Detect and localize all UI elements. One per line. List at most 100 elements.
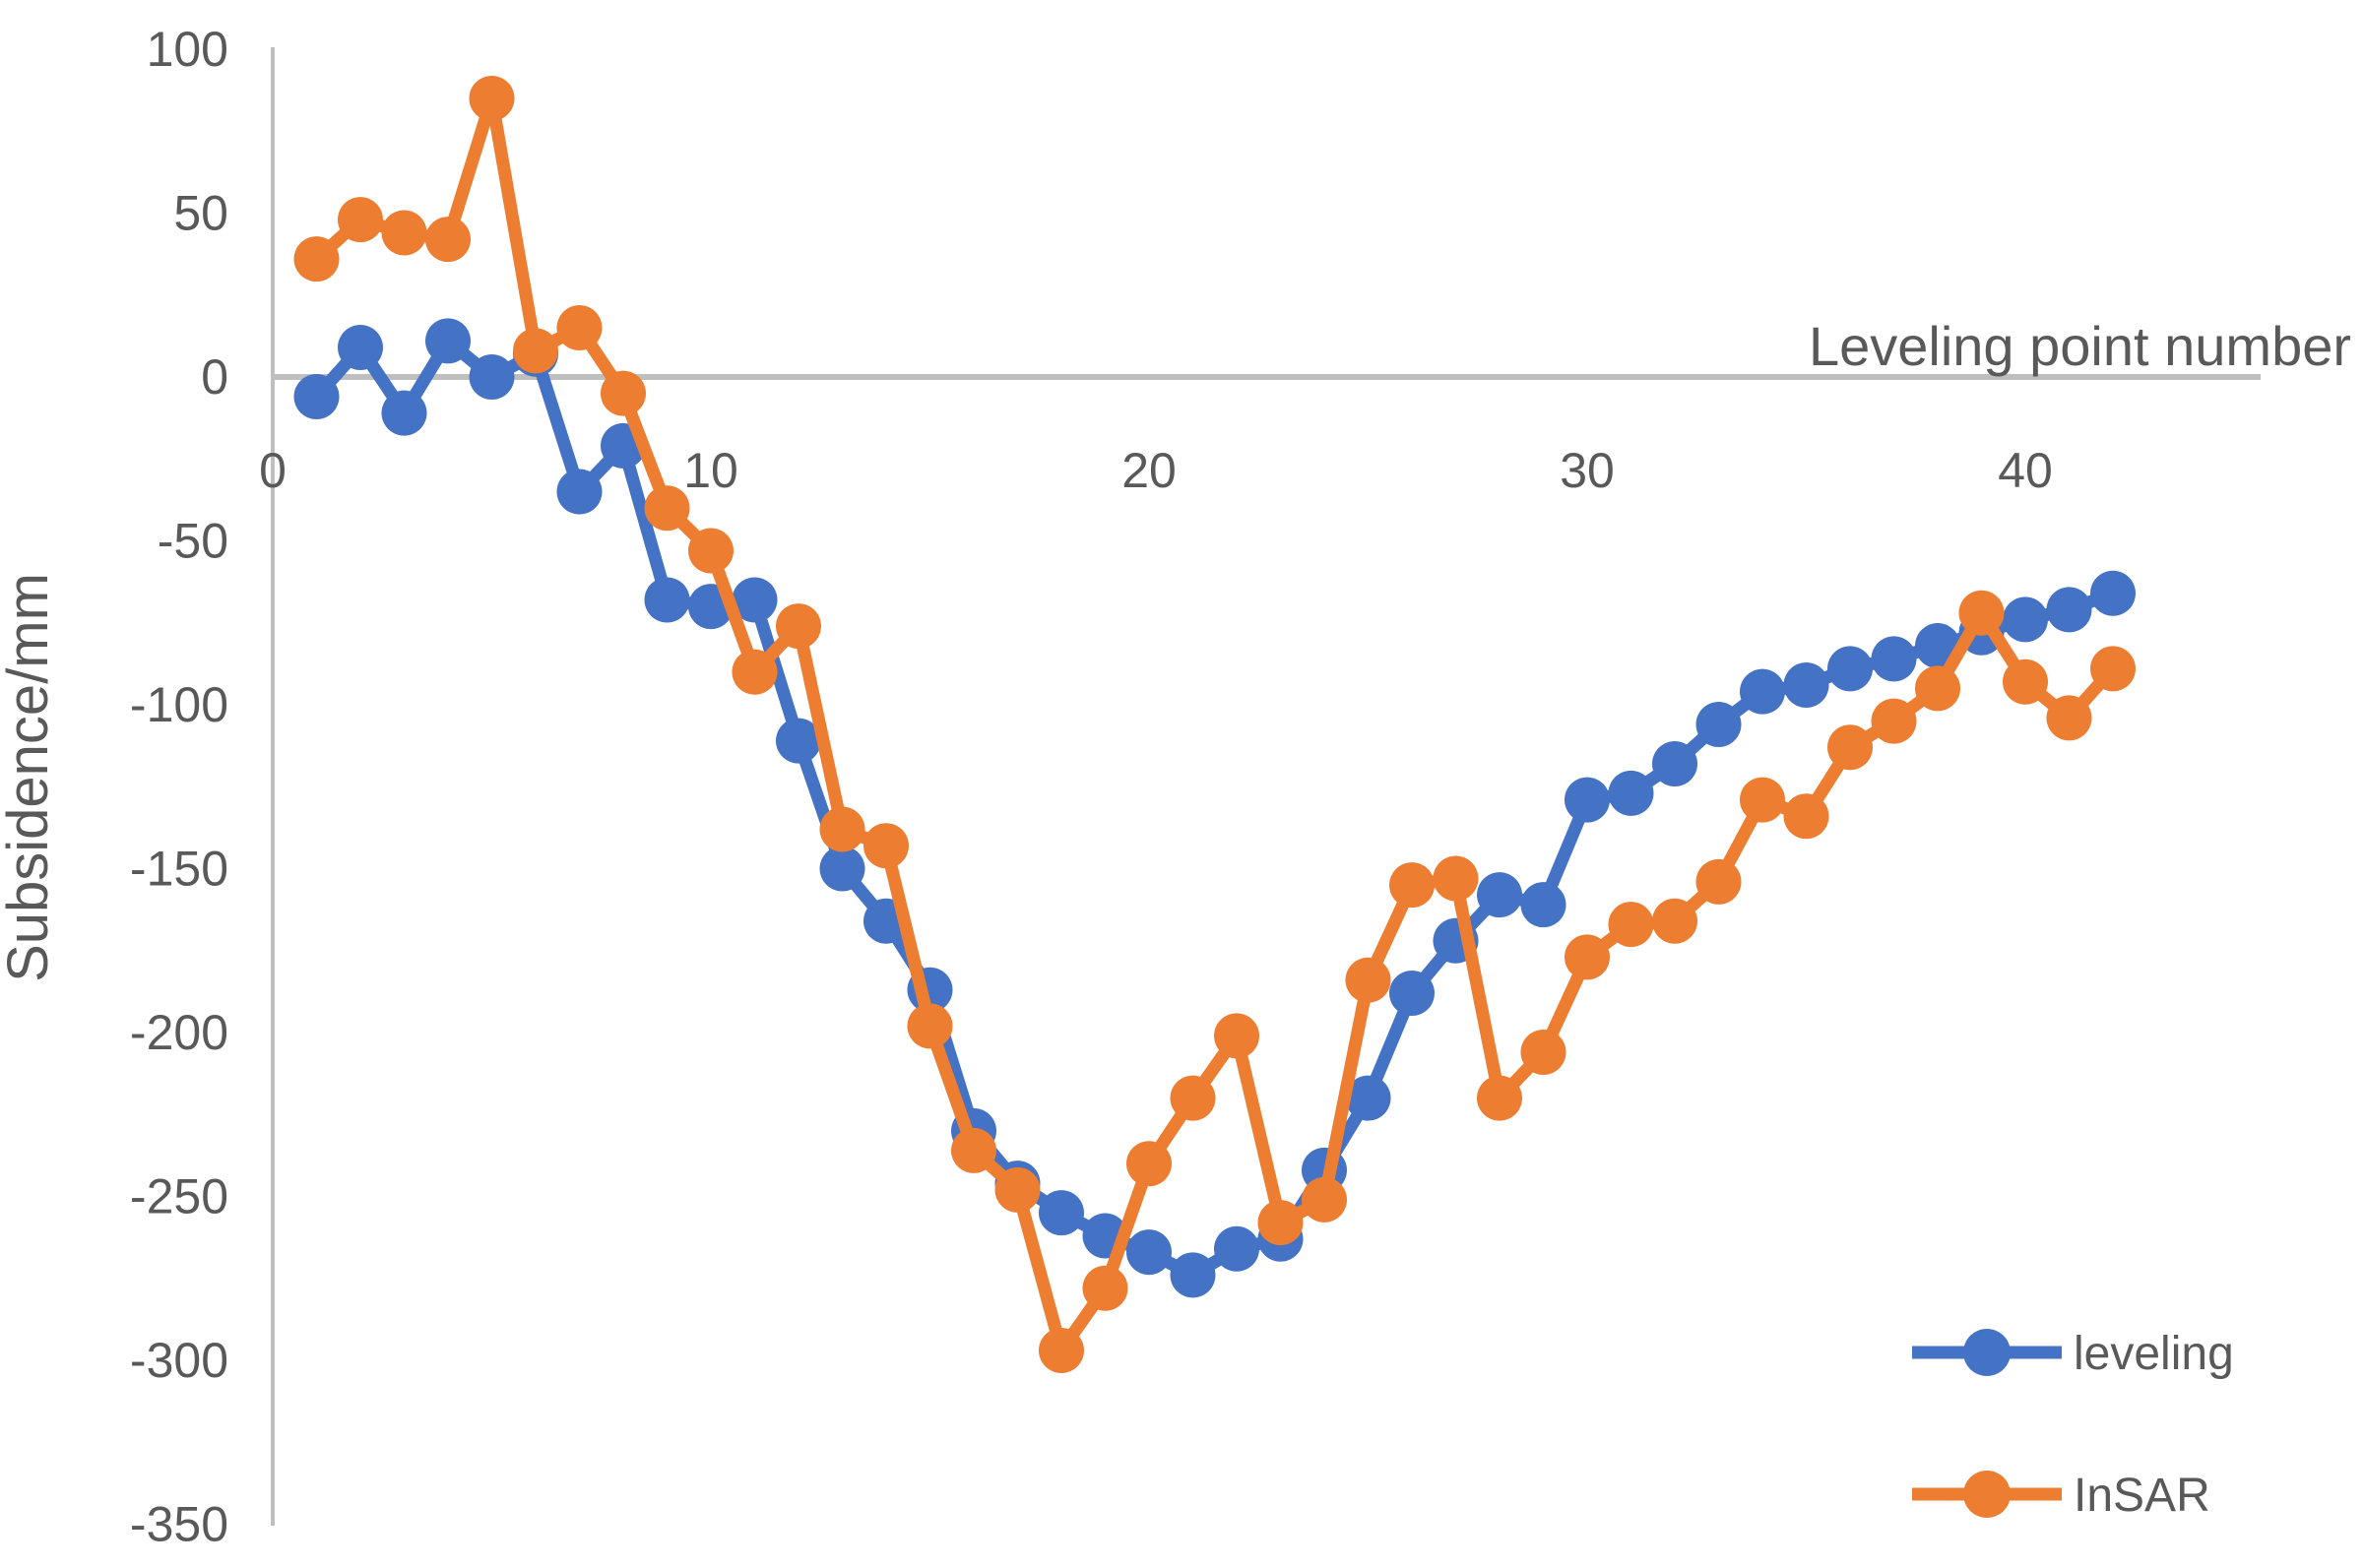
data-point-InSAR-28 [1477,1075,1522,1121]
data-point-leveling-35 [1783,662,1829,709]
data-point-leveling-18 [1039,1190,1084,1236]
data-point-InSAR-18 [1039,1328,1084,1374]
x-axis-tick-labels: 0 10 20 30 40 [259,443,2053,498]
data-point-InSAR-22 [1214,1013,1259,1059]
series-line-InSAR [310,92,2120,1357]
data-point-InSAR-3 [381,210,427,256]
data-point-InSAR-24 [1302,1176,1347,1223]
data-point-InSAR-4 [425,217,471,263]
data-point-leveling-34 [1740,668,1785,715]
legend: leveling InSAR [1912,1328,2234,1522]
y-tick-0: 0 [201,349,228,405]
y-tick--150: -150 [130,842,228,897]
data-point-InSAR-5 [469,75,515,121]
data-point-leveling-30 [1565,777,1610,823]
x-tick-20: 20 [1121,443,1177,498]
data-point-InSAR-13 [819,806,865,852]
data-point-leveling-36 [1827,646,1873,692]
data-point-InSAR-7 [556,305,603,351]
data-point-leveling-5 [469,354,515,400]
legend-label-insar: InSAR [2074,1470,2210,1522]
data-point-leveling-1 [293,373,340,419]
data-point-InSAR-27 [1433,855,1479,902]
x-tick-40: 40 [1998,443,2053,498]
data-point-InSAR-41 [2046,695,2092,741]
data-point-InSAR-42 [2090,646,2136,692]
x-tick-0: 0 [259,443,287,498]
data-point-leveling-12 [776,718,821,764]
data-point-InSAR-34 [1740,777,1785,823]
x-axis-title: Leveling point number [1809,315,2351,377]
data-point-leveling-32 [1652,740,1697,786]
data-point-InSAR-29 [1520,1029,1566,1075]
data-point-InSAR-37 [1871,698,1917,744]
data-point-leveling-9 [644,577,690,623]
data-point-InSAR-20 [1126,1141,1172,1187]
legend-item-insar: InSAR [1912,1470,2210,1522]
data-point-InSAR-36 [1827,724,1873,771]
data-point-leveling-26 [1389,971,1435,1017]
data-point-InSAR-38 [1915,665,1960,712]
data-point-InSAR-31 [1608,902,1654,948]
y-tick--200: -200 [130,1005,228,1060]
data-point-leveling-4 [425,318,471,364]
data-point-InSAR-19 [1082,1265,1128,1311]
data-point-leveling-31 [1608,770,1654,816]
data-point-InSAR-12 [776,603,821,650]
data-point-InSAR-25 [1345,957,1391,1003]
data-point-InSAR-9 [644,485,690,532]
data-point-leveling-20 [1126,1229,1172,1276]
data-point-leveling-21 [1170,1252,1216,1298]
data-point-InSAR-17 [994,1166,1041,1213]
data-point-leveling-25 [1345,1075,1391,1121]
x-tick-10: 10 [683,443,738,498]
data-point-leveling-37 [1871,636,1917,682]
legend-marker-insar-icon [1963,1471,2011,1518]
data-point-InSAR-21 [1170,1075,1216,1121]
data-point-leveling-42 [2090,570,2136,616]
data-point-InSAR-14 [863,823,909,869]
data-point-InSAR-39 [1958,590,2005,636]
data-point-InSAR-11 [732,649,778,695]
y-tick--300: -300 [130,1333,228,1388]
data-point-InSAR-8 [601,370,646,416]
data-point-leveling-40 [2003,596,2048,643]
data-point-InSAR-40 [2003,659,2048,705]
x-tick-30: 30 [1560,443,1615,498]
data-point-leveling-11 [732,577,778,623]
data-point-leveling-7 [556,469,603,515]
data-point-InSAR-15 [907,1003,953,1049]
y-tick-100: 100 [147,22,228,77]
y-tick--250: -250 [130,1169,228,1224]
data-point-InSAR-23 [1257,1200,1304,1246]
data-point-leveling-22 [1214,1225,1259,1272]
data-point-leveling-29 [1520,882,1566,928]
data-point-leveling-2 [338,325,383,371]
data-point-InSAR-35 [1783,793,1829,840]
series-leveling [293,318,2136,1298]
data-point-InSAR-32 [1652,898,1697,944]
y-axis-tick-labels: 100 50 0 -50 -100 -150 -200 -250 -300 -350 [130,22,228,1552]
data-series-layer [293,75,2136,1374]
data-point-InSAR-16 [951,1127,996,1173]
data-point-InSAR-33 [1695,858,1742,905]
data-point-InSAR-10 [688,528,734,574]
legend-item-leveling: leveling [1912,1328,2234,1380]
legend-marker-leveling-icon [1963,1329,2011,1376]
data-point-InSAR-30 [1565,934,1610,980]
series-InSAR [293,75,2136,1374]
y-tick--350: -350 [130,1497,228,1552]
data-point-leveling-33 [1695,701,1742,747]
data-point-InSAR-1 [293,236,340,282]
legend-label-leveling: leveling [2074,1328,2234,1380]
y-tick--50: -50 [158,514,228,569]
data-point-leveling-3 [381,390,427,436]
y-axis-title: Subsidence/mm [0,573,60,982]
data-point-InSAR-26 [1389,862,1435,909]
y-tick--100: -100 [130,677,228,732]
y-tick-50: 50 [173,186,228,241]
data-point-leveling-41 [2046,587,2092,633]
data-point-InSAR-2 [338,197,383,243]
